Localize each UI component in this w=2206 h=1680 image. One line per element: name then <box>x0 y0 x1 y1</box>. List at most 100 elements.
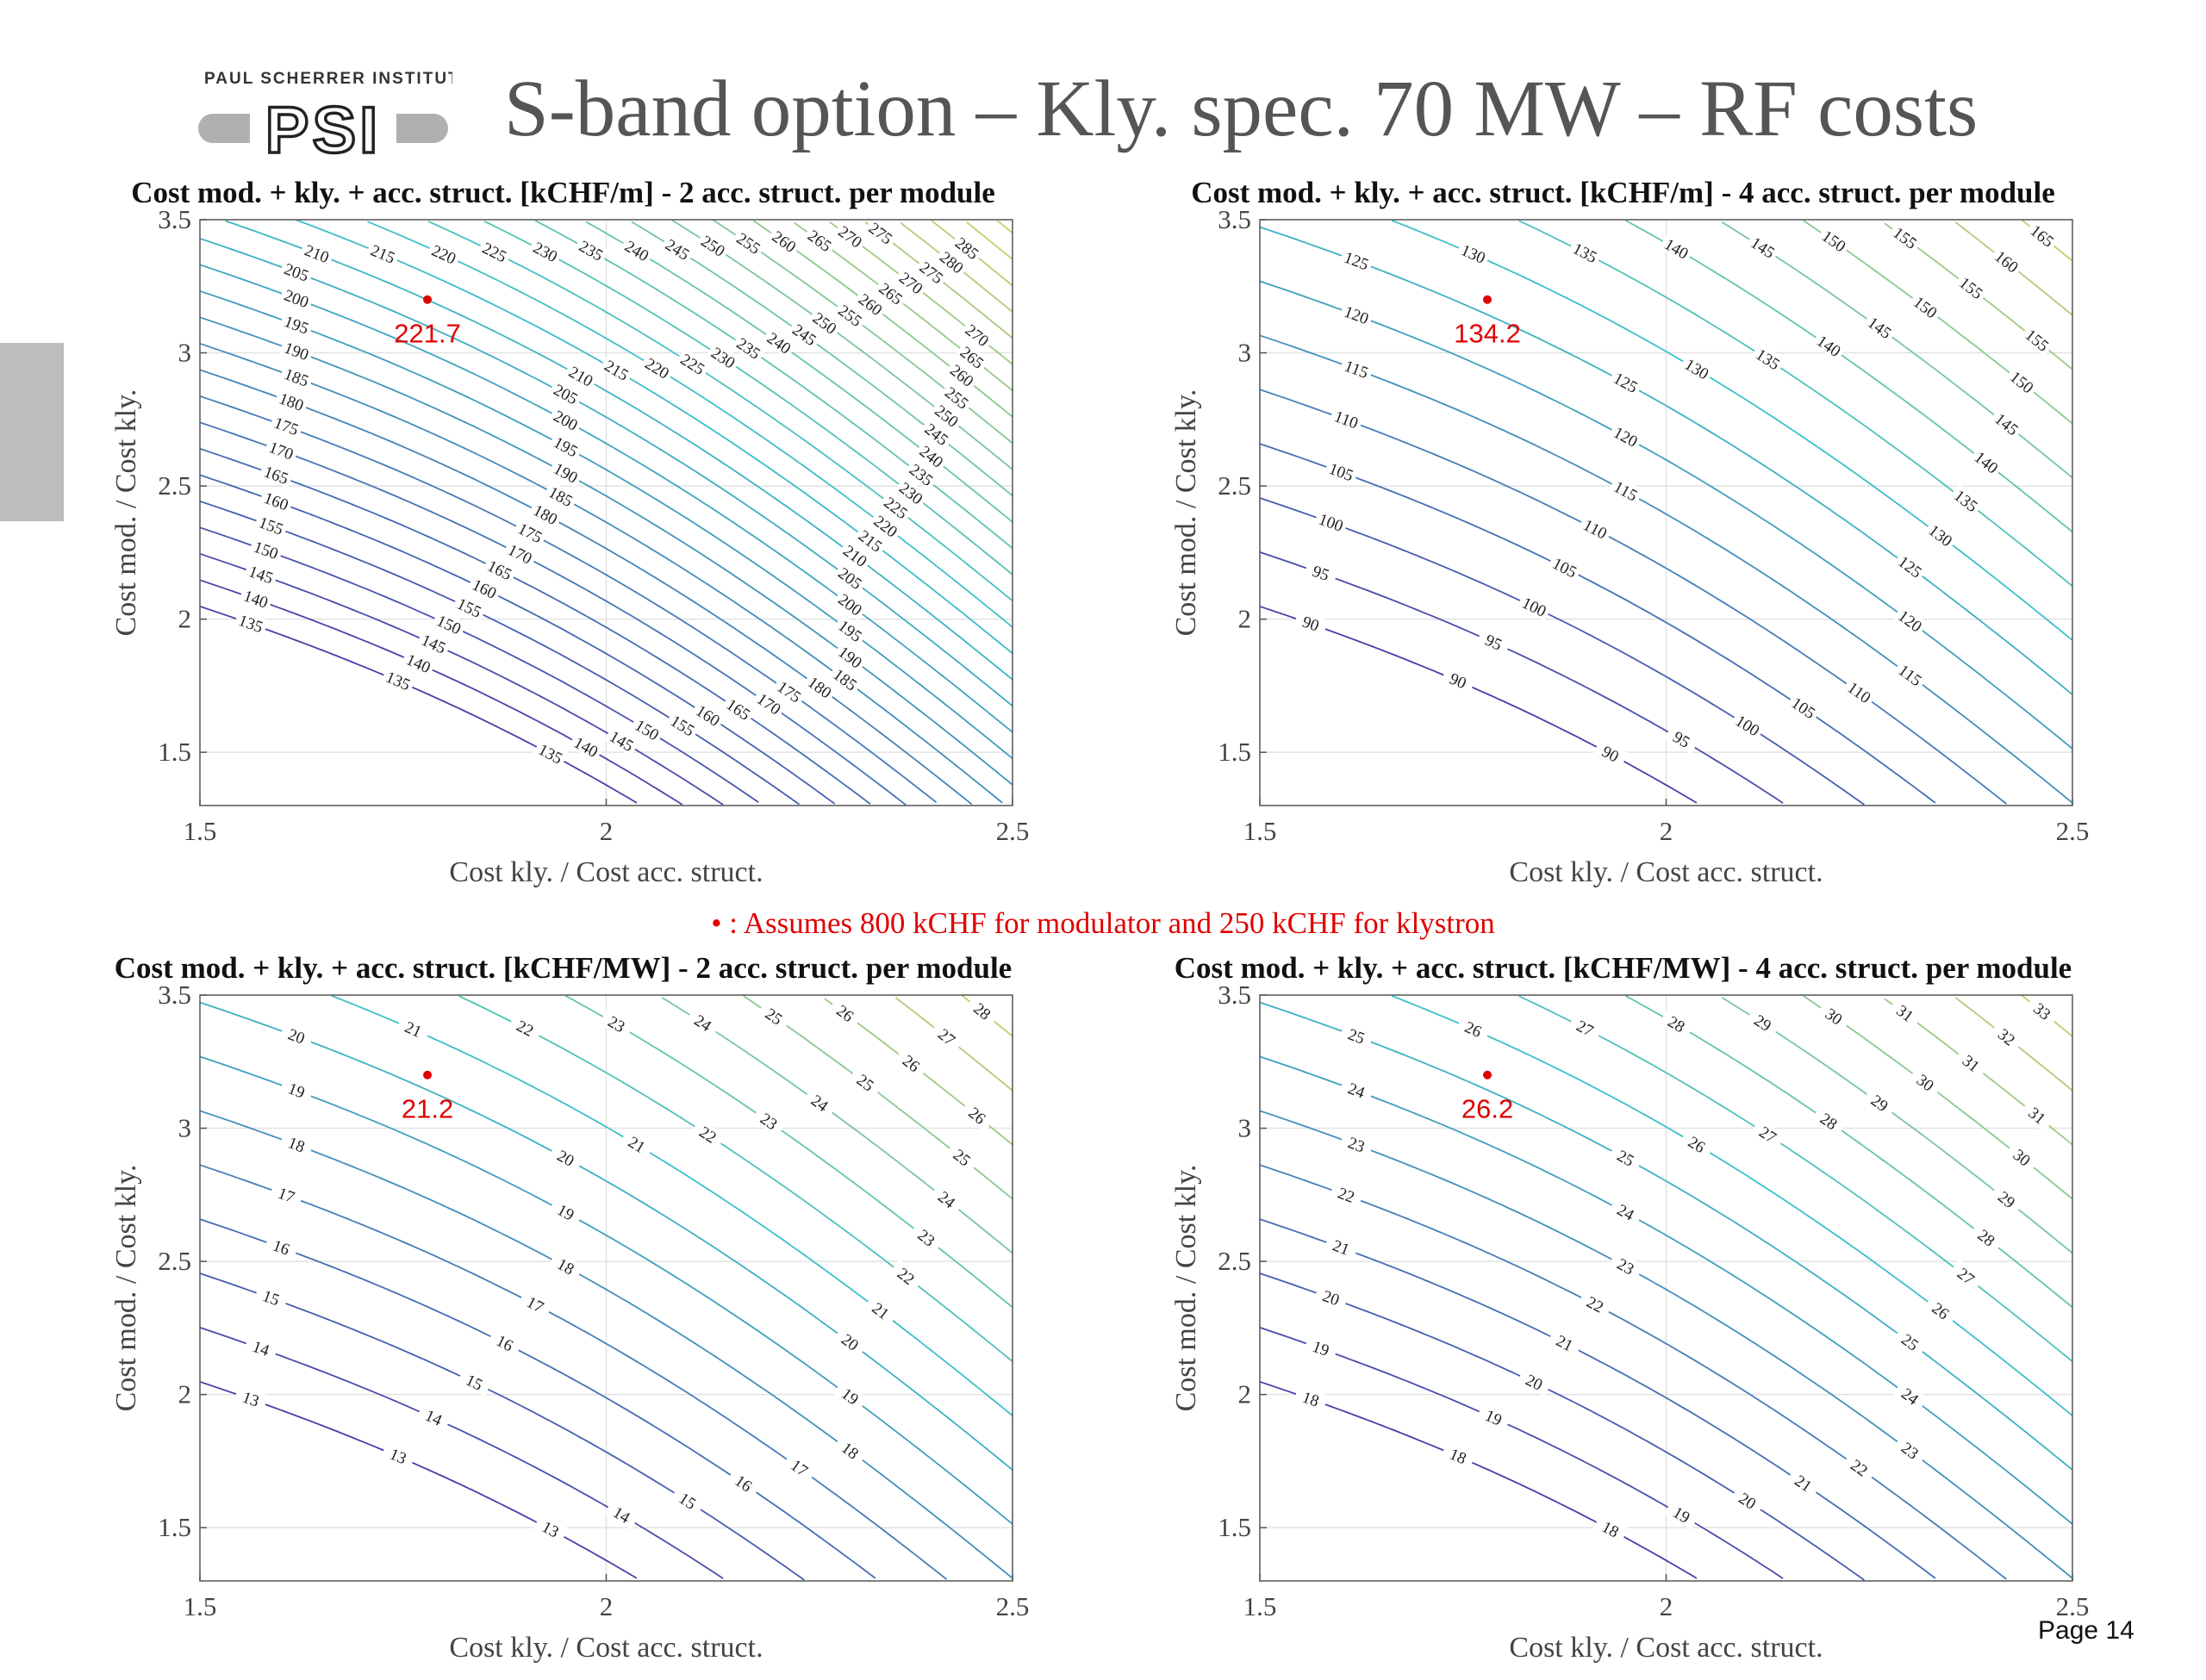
contour-label-bg <box>878 491 914 524</box>
contour-label-bg <box>1608 421 1644 451</box>
contour-label-bg <box>950 231 985 264</box>
contour-line <box>1259 1272 1865 1581</box>
contour-label-bg <box>278 337 315 364</box>
contour-label-bg <box>832 1434 869 1466</box>
contour-chart-kchf-per-mw-2-structs: Cost mod. + kly. + acc. struct. [kCHF/MW… <box>0 943 1103 1680</box>
contour-label-bg <box>944 1141 980 1174</box>
contour-label-bg <box>787 318 823 351</box>
psi-logo: PAUL SCHERRER INSTITUT PSI <box>198 70 452 164</box>
contour-label-bg <box>1303 1334 1339 1361</box>
assumption-footnote: • : Assumes 800 kCHF for modulator and 2… <box>711 906 1495 940</box>
contour-label-bg <box>1817 224 1853 257</box>
contour-label-bg <box>1338 355 1374 383</box>
contour-label-bg <box>619 1129 655 1160</box>
contour-label-bg <box>1293 1384 1329 1412</box>
contour-label-bg <box>1338 1076 1374 1104</box>
contour-line <box>631 221 1013 497</box>
contour-line <box>199 579 683 806</box>
contour-label-bg <box>243 1334 279 1361</box>
x-axis-label: Cost kly. / Cost acc. struct. <box>1509 1632 1823 1664</box>
contour-label-bg <box>960 1098 995 1132</box>
contour-label-bg <box>1841 1451 1878 1484</box>
contour-label-bg <box>1948 483 1985 517</box>
contour-label-bg <box>1455 1014 1492 1043</box>
contour-label-bg <box>664 709 701 741</box>
contour-label-bg <box>299 240 335 267</box>
x-tick-label: 1.5 <box>184 1591 217 1621</box>
contour-label-bg <box>2004 1141 2040 1174</box>
chart-svg: Cost mod. + kly. + acc. struct. [kCHF/MW… <box>1170 951 2089 1664</box>
x-axis-label: Cost kly. / Cost acc. struct. <box>449 1632 763 1664</box>
contour-label-bg <box>919 417 955 451</box>
contour-label-bg <box>1750 343 1786 375</box>
contour-label-bg <box>832 1325 869 1359</box>
contour-label-bg <box>278 310 315 339</box>
contour-label-bg <box>1892 604 1929 638</box>
contour-label-bg <box>365 239 402 268</box>
contour-label-bg <box>527 499 564 530</box>
y-tick-label: 3 <box>178 1113 192 1143</box>
contour-label-bg <box>639 352 676 383</box>
x-tick-label: 2.5 <box>996 1591 1030 1621</box>
contour-label-bg <box>894 266 930 300</box>
contour-label-bg <box>457 1367 493 1397</box>
contour-label-bg <box>1989 407 2025 440</box>
contour-label-bg <box>2020 1098 2055 1132</box>
contour-label-bg <box>426 240 462 269</box>
contour-label-bg <box>827 996 863 1030</box>
contour-label-bg <box>782 1451 818 1484</box>
contour-label-bg <box>1679 1129 1715 1160</box>
contour-label-bg <box>548 431 584 462</box>
contour-line <box>199 1164 947 1580</box>
chart-svg: Cost mod. + kly. + acc. struct. [kCHF/m]… <box>110 176 1030 888</box>
contour-label-bg <box>913 439 950 473</box>
contour-label-bg <box>380 666 416 694</box>
contour-label-bg <box>1567 1012 1604 1043</box>
contour-label-bg <box>563 360 600 391</box>
design-point-marker <box>423 295 433 304</box>
contour-line <box>199 421 907 806</box>
contour-label-bg <box>238 585 274 613</box>
design-point-value: 26.2 <box>1461 1094 1513 1124</box>
contour-line <box>1259 226 2073 695</box>
contour-line <box>1259 280 2073 750</box>
contour-label-bg <box>1329 1180 1364 1209</box>
contour-label-bg <box>502 538 539 569</box>
contour-label-bg <box>482 555 518 585</box>
contour-label-bg <box>964 994 1000 1028</box>
contour-line <box>199 447 871 805</box>
y-tick-label: 2 <box>178 1379 192 1409</box>
contour-label-bg <box>1892 1379 1929 1413</box>
contour-label-bg <box>1440 1441 1476 1470</box>
contour-label-bg <box>802 224 838 257</box>
contour-label-bg <box>1679 353 1715 384</box>
contour-label-bg <box>1338 1022 1374 1049</box>
y-axis-label: Cost mod. / Cost kly. <box>1170 1165 1202 1412</box>
contour-label-bg <box>1954 271 1990 304</box>
contour-line <box>199 342 1003 804</box>
contour-label-bg <box>2004 365 2040 399</box>
contour-label-bg <box>431 609 467 639</box>
contour-label-bg <box>1989 245 2025 278</box>
contour-line <box>199 369 973 806</box>
contour-line <box>1259 389 2007 805</box>
contour-line <box>1518 995 2073 1362</box>
contour-label-bg <box>1324 1233 1359 1260</box>
contour-label-bg <box>1989 1182 2025 1216</box>
contour-label-bg <box>751 1104 788 1137</box>
contour-label-bg <box>278 363 315 391</box>
contour-line <box>458 995 1013 1362</box>
contour-line <box>1259 497 1865 806</box>
contour-label-bg <box>1517 1367 1553 1397</box>
contour-line <box>199 1055 1013 1525</box>
contour-label-bg <box>253 512 290 539</box>
contour-label-bg <box>873 277 909 310</box>
contour-label-bg <box>670 1484 706 1516</box>
contour-label-bg <box>604 1498 640 1530</box>
contour-label-bg <box>1608 1197 1644 1227</box>
chart-svg: Cost mod. + kly. + acc. struct. [kCHF/m]… <box>1170 176 2089 888</box>
contour-label-bg <box>720 693 757 725</box>
y-tick-label: 2.5 <box>158 470 191 501</box>
contour-label-bg <box>2020 323 2055 357</box>
x-tick-label: 2.5 <box>996 816 1030 846</box>
